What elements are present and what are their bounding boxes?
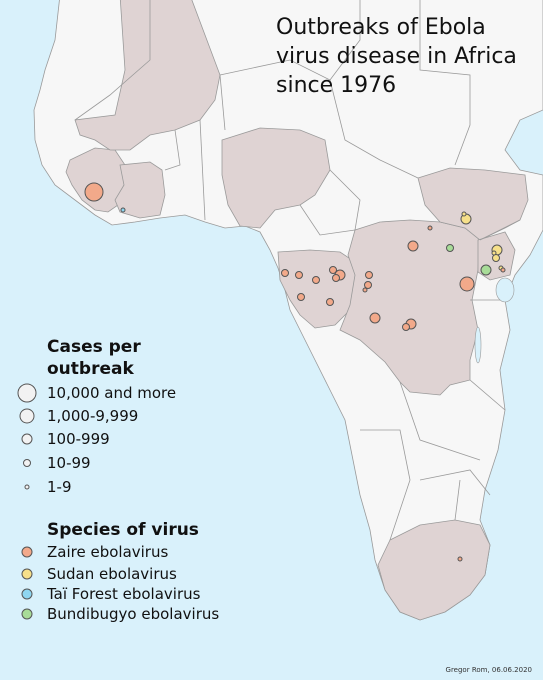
- title-line-1: Outbreaks of Ebola: [276, 15, 486, 40]
- africa-landmass: [33, 0, 543, 621]
- outbreak-marker: [446, 244, 454, 252]
- outbreak-marker: [500, 267, 506, 273]
- outbreak-marker: [461, 211, 467, 217]
- outbreak-marker: [329, 266, 337, 274]
- title-line-2: virus disease in Africa: [276, 44, 517, 69]
- outbreak-marker: [312, 276, 320, 284]
- mali: [74, 0, 221, 151]
- gabon-congo: [277, 249, 361, 329]
- outbreak-marker: [332, 274, 340, 282]
- outbreak-marker: [295, 271, 303, 279]
- cote-divoire: [114, 161, 166, 219]
- outbreak-marker: [84, 182, 104, 202]
- title-line-3: since 1976: [276, 73, 397, 98]
- outbreak-marker: [402, 323, 410, 331]
- outbreak-marker: [407, 240, 419, 252]
- outbreak-marker: [480, 264, 492, 276]
- outbreak-marker: [369, 312, 381, 324]
- outbreak-marker: [362, 287, 368, 293]
- outbreak-marker: [492, 254, 500, 262]
- outbreak-marker: [457, 556, 463, 562]
- outbreak-marker: [297, 293, 305, 301]
- map-title: Outbreaks of Ebola virus disease in Afri…: [276, 13, 538, 100]
- outbreak-marker: [427, 225, 433, 231]
- lake-victoria: [495, 277, 515, 303]
- outbreak-marker: [459, 276, 475, 292]
- outbreak-marker: [326, 298, 334, 306]
- outbreak-markers: [84, 182, 506, 562]
- outbreak-marker: [120, 207, 126, 213]
- lake-tanganyika: [474, 326, 482, 364]
- outbreak-marker: [281, 269, 289, 277]
- outbreak-marker: [491, 250, 497, 256]
- outbreak-marker: [365, 271, 373, 279]
- map-credit: Gregor Rom, 06.06.2020: [445, 666, 532, 674]
- country-borders: [74, 0, 521, 541]
- outbreak-marker: [364, 281, 372, 289]
